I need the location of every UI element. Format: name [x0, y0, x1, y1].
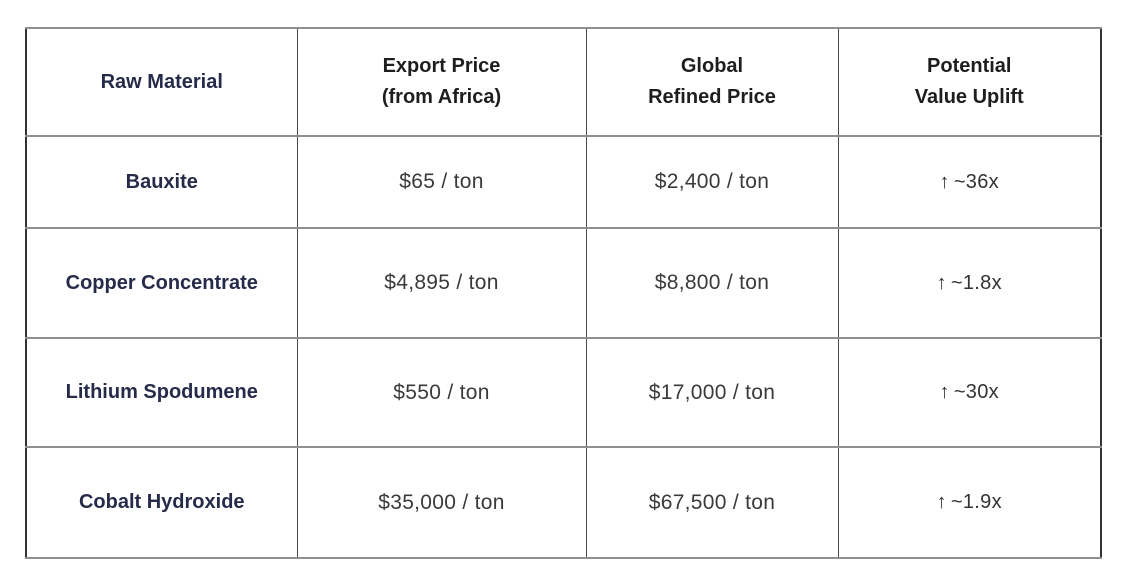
raw-materials-price-table-container: Raw Material Export Price (from Africa) …: [25, 27, 1102, 559]
export-price-cell: $35,000 / ton: [296, 446, 587, 559]
raw-materials-price-table: Raw Material Export Price (from Africa) …: [25, 27, 1102, 559]
refined-price-cell: $8,800 / ton: [585, 227, 839, 339]
table-row-lithium-spodumene: Lithium Spodumene $550 / ton $17,000 / t…: [25, 337, 1102, 448]
material-cell: Copper Concentrate: [25, 227, 298, 339]
table-row-cobalt-hydroxide: Cobalt Hydroxide $35,000 / ton $67,500 /…: [25, 446, 1102, 559]
uplift-cell: ↑ ~1.8x: [837, 227, 1102, 339]
uplift-value: ~1.9x: [950, 491, 1002, 513]
column-header-raw-material: Raw Material: [25, 27, 298, 137]
uplift-cell: ↑ ~30x: [837, 337, 1102, 448]
export-price-cell: $550 / ton: [296, 337, 587, 448]
material-cell: Bauxite: [25, 135, 298, 229]
table-row-copper-concentrate: Copper Concentrate $4,895 / ton $8,800 /…: [25, 227, 1102, 339]
column-header-global-refined-price: Global Refined Price: [585, 27, 839, 137]
up-arrow-icon: ↑: [939, 170, 950, 193]
export-price-cell: $4,895 / ton: [296, 227, 587, 339]
refined-price-cell: $2,400 / ton: [585, 135, 839, 229]
material-cell: Lithium Spodumene: [25, 337, 298, 448]
table-header-row: Raw Material Export Price (from Africa) …: [25, 27, 1102, 137]
column-header-export-price: Export Price (from Africa): [296, 27, 587, 137]
up-arrow-icon: ↑: [936, 271, 947, 294]
up-arrow-icon: ↑: [939, 381, 950, 403]
refined-price-cell: $67,500 / ton: [585, 446, 839, 559]
column-header-potential-value-uplift: Potential Value Uplift: [837, 27, 1102, 137]
uplift-value: ~36x: [953, 170, 999, 193]
material-cell: Cobalt Hydroxide: [25, 446, 298, 559]
table-row-bauxite: Bauxite $65 / ton $2,400 / ton ↑ ~36x: [25, 135, 1102, 229]
refined-price-cell: $17,000 / ton: [585, 337, 839, 448]
export-price-cell: $65 / ton: [296, 135, 587, 229]
up-arrow-icon: ↑: [936, 491, 947, 513]
uplift-value: ~1.8x: [950, 271, 1002, 294]
uplift-cell: ↑ ~1.9x: [837, 446, 1102, 559]
uplift-cell: ↑ ~36x: [837, 135, 1102, 229]
uplift-value: ~30x: [953, 381, 999, 403]
